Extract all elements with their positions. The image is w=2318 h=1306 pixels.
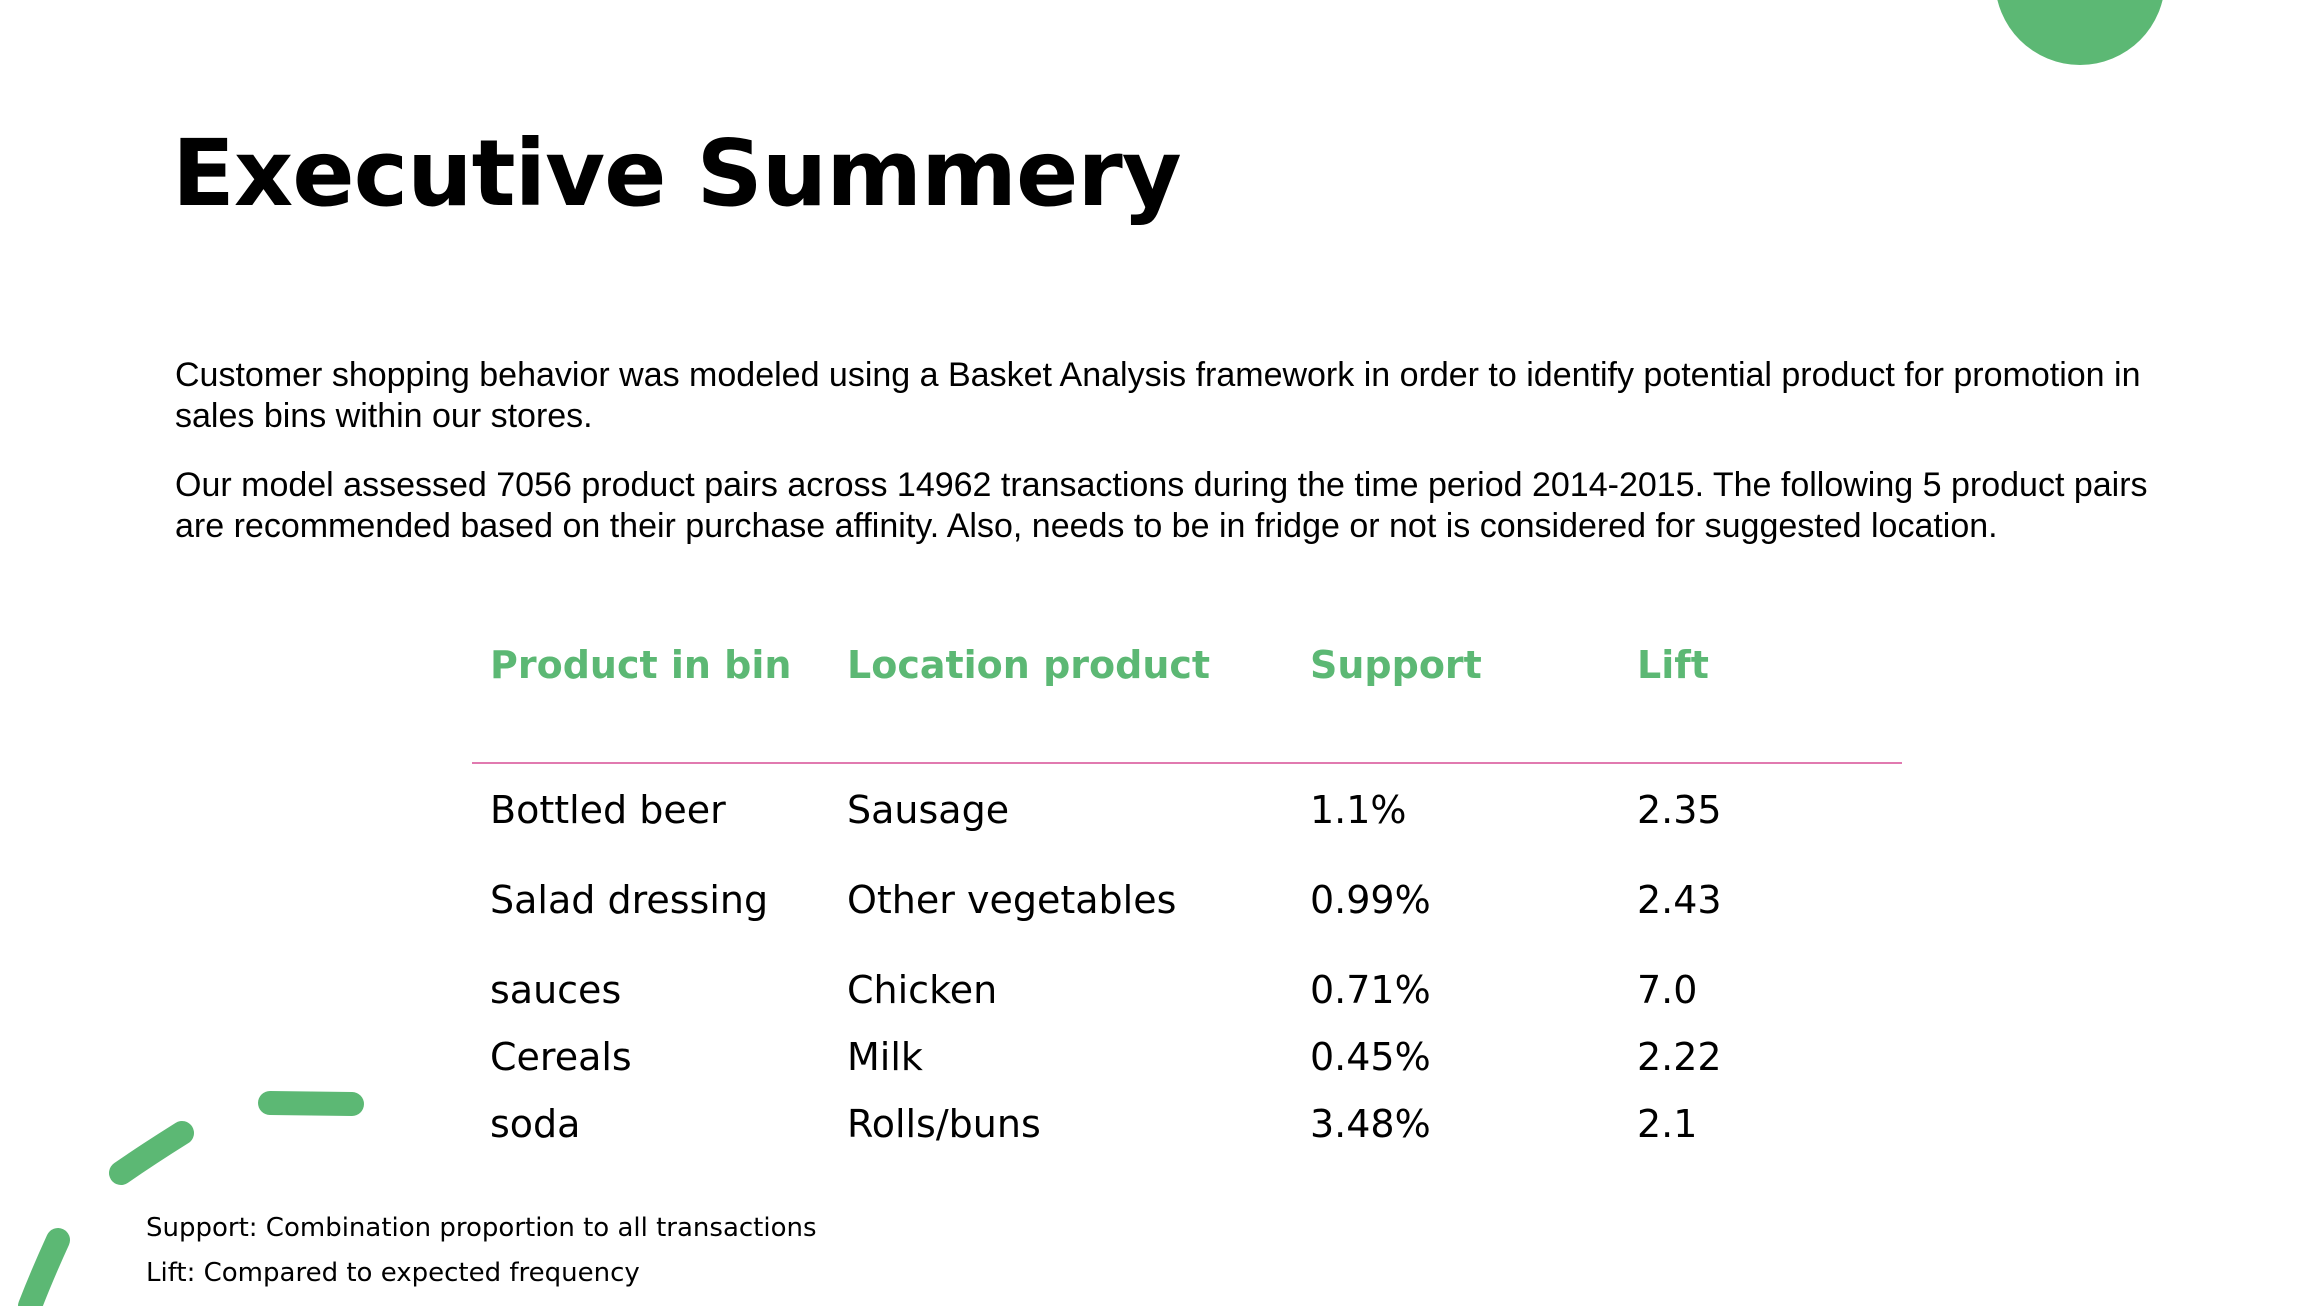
cell-location-product: Rolls/buns (847, 1102, 1041, 1146)
table-row: Salad dressing Other vegetables 0.99% 2.… (472, 875, 1902, 925)
cell-product-in-bin: sauces (490, 968, 622, 1012)
header-divider (472, 762, 1902, 764)
cell-lift: 2.35 (1637, 788, 1722, 832)
table-row: soda Rolls/buns 3.48% 2.1 (472, 1099, 1902, 1149)
cell-lift: 2.43 (1637, 878, 1722, 922)
cell-product-in-bin: Bottled beer (490, 788, 726, 832)
footnote-support: Support: Combination proportion to all t… (146, 1213, 817, 1243)
decorative-circle (1995, 0, 2165, 65)
cell-location-product: Sausage (847, 788, 1010, 832)
intro-paragraph: Customer shopping behavior was modeled u… (175, 356, 2141, 435)
cell-lift: 7.0 (1637, 968, 1698, 1012)
cell-location-product: Chicken (847, 968, 998, 1012)
cell-support: 0.45% (1310, 1035, 1431, 1079)
cell-location-product: Other vegetables (847, 878, 1177, 922)
cell-product-in-bin: soda (490, 1102, 581, 1146)
header-lift: Lift (1637, 643, 1709, 687)
cell-location-product: Milk (847, 1035, 923, 1079)
cell-product-in-bin: Salad dressing (490, 878, 769, 922)
cell-lift: 2.1 (1637, 1102, 1698, 1146)
model-paragraph: Our model assessed 7056 product pairs ac… (175, 466, 2148, 545)
header-location-product: Location product (847, 643, 1211, 687)
cell-support: 1.1% (1310, 788, 1407, 832)
footnote-lift: Lift: Compared to expected frequency (146, 1258, 640, 1288)
cell-product-in-bin: Cereals (490, 1035, 632, 1079)
decorative-dashes (18, 1091, 364, 1306)
cell-support: 0.99% (1310, 878, 1431, 922)
header-product-in-bin: Product in bin (490, 643, 792, 687)
cell-lift: 2.22 (1637, 1035, 1722, 1079)
table-row: Bottled beer Sausage 1.1% 2.35 (472, 785, 1902, 835)
table-row: Cereals Milk 0.45% 2.22 (472, 1032, 1902, 1082)
cell-support: 3.48% (1310, 1102, 1431, 1146)
table-row: sauces Chicken 0.71% 7.0 (472, 965, 1902, 1015)
slide-title: Executive Summery (172, 120, 1182, 227)
cell-support: 0.71% (1310, 968, 1431, 1012)
header-support: Support (1310, 643, 1482, 687)
